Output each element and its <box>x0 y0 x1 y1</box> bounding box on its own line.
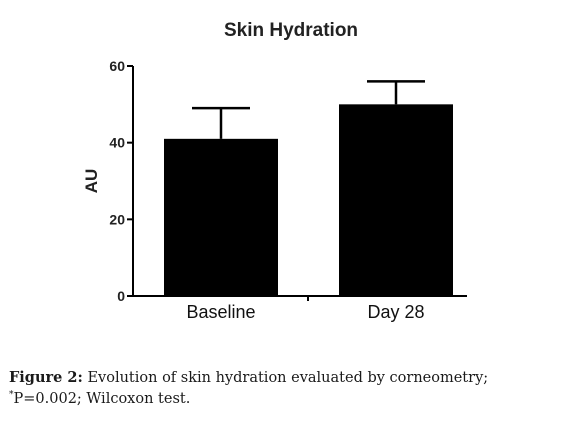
bar <box>339 104 453 296</box>
caption-text: Evolution of skin hydration evaluated by… <box>82 370 489 386</box>
bars <box>164 104 453 296</box>
bar <box>164 138 278 296</box>
x-axis-ticks: Baseline Day 28 <box>186 296 425 322</box>
caption-statistics: P=0.002; Wilcoxon test. <box>13 391 191 407</box>
y-tick-label: 0 <box>117 288 125 304</box>
y-tick-label: 40 <box>109 135 125 151</box>
bar-chart: Skin Hydration AU 0 20 40 60 Baseline Day 28 <box>82 20 467 322</box>
figure-caption: Figure 2: Evolution of skin hydration ev… <box>9 367 554 410</box>
y-tick-label: 60 <box>109 58 125 74</box>
chart-title: Skin Hydration <box>224 20 358 41</box>
x-tick-label: Day 28 <box>367 302 424 322</box>
error-bars <box>192 80 425 139</box>
y-axis-label: AU <box>82 169 101 194</box>
significance-marker: * <box>9 390 14 400</box>
y-tick-label: 20 <box>109 211 125 227</box>
y-axis-ticks: 0 20 40 60 <box>109 58 133 304</box>
figure-label: Figure 2: <box>9 369 83 386</box>
x-tick-label: Baseline <box>186 302 255 322</box>
